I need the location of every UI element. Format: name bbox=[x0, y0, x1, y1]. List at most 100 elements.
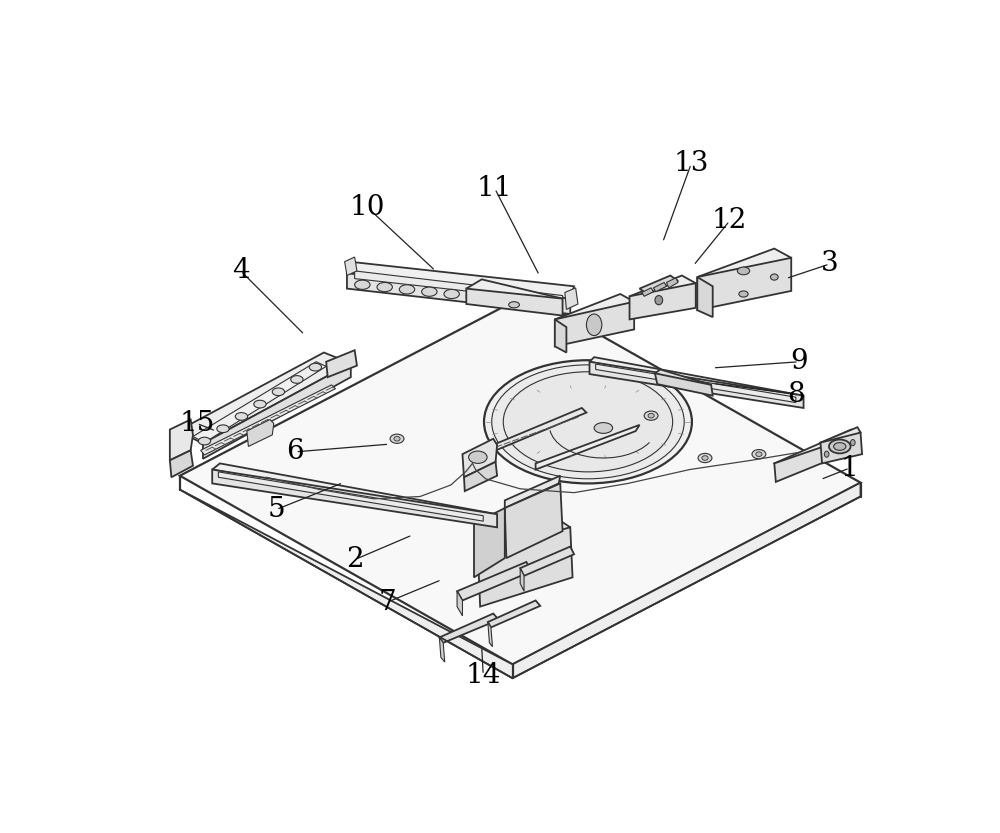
Polygon shape bbox=[201, 385, 335, 455]
Polygon shape bbox=[555, 294, 634, 327]
Polygon shape bbox=[180, 294, 861, 665]
Polygon shape bbox=[555, 302, 634, 347]
Polygon shape bbox=[697, 277, 713, 317]
Polygon shape bbox=[596, 364, 796, 402]
Polygon shape bbox=[655, 370, 711, 389]
Ellipse shape bbox=[509, 302, 519, 308]
Polygon shape bbox=[178, 352, 351, 443]
Text: 12: 12 bbox=[712, 207, 747, 234]
Polygon shape bbox=[505, 476, 560, 508]
Text: 8: 8 bbox=[787, 381, 805, 407]
Ellipse shape bbox=[655, 296, 663, 305]
Text: 1: 1 bbox=[841, 455, 859, 481]
Ellipse shape bbox=[466, 292, 482, 301]
Ellipse shape bbox=[235, 412, 248, 421]
Ellipse shape bbox=[390, 434, 404, 443]
Ellipse shape bbox=[217, 425, 229, 432]
Ellipse shape bbox=[399, 285, 415, 294]
Polygon shape bbox=[630, 276, 696, 304]
Polygon shape bbox=[478, 527, 573, 606]
Ellipse shape bbox=[198, 437, 211, 445]
Ellipse shape bbox=[698, 453, 712, 462]
Polygon shape bbox=[697, 257, 791, 310]
Polygon shape bbox=[193, 362, 326, 442]
Polygon shape bbox=[590, 362, 804, 408]
Ellipse shape bbox=[834, 442, 846, 451]
Polygon shape bbox=[474, 508, 505, 577]
Text: 5: 5 bbox=[267, 496, 285, 523]
Ellipse shape bbox=[851, 440, 855, 446]
Ellipse shape bbox=[739, 291, 748, 297]
Polygon shape bbox=[697, 248, 791, 287]
Polygon shape bbox=[655, 373, 713, 396]
Polygon shape bbox=[212, 470, 497, 527]
Polygon shape bbox=[565, 288, 578, 309]
Polygon shape bbox=[536, 425, 640, 470]
Ellipse shape bbox=[492, 365, 684, 479]
Polygon shape bbox=[821, 432, 862, 463]
Ellipse shape bbox=[829, 440, 851, 453]
Text: 13: 13 bbox=[673, 151, 709, 177]
Text: 9: 9 bbox=[790, 348, 808, 375]
Polygon shape bbox=[640, 276, 678, 294]
Polygon shape bbox=[774, 435, 859, 481]
Text: 15: 15 bbox=[179, 410, 214, 436]
Ellipse shape bbox=[702, 456, 708, 461]
Polygon shape bbox=[247, 420, 274, 446]
Polygon shape bbox=[170, 451, 193, 477]
Polygon shape bbox=[170, 420, 193, 461]
Polygon shape bbox=[439, 637, 445, 662]
Polygon shape bbox=[457, 562, 532, 601]
Text: 14: 14 bbox=[466, 661, 501, 689]
Polygon shape bbox=[653, 282, 666, 292]
Polygon shape bbox=[439, 614, 499, 643]
Ellipse shape bbox=[511, 297, 526, 306]
Polygon shape bbox=[555, 319, 566, 352]
Ellipse shape bbox=[394, 436, 400, 441]
Ellipse shape bbox=[770, 274, 778, 280]
Ellipse shape bbox=[254, 401, 266, 408]
Ellipse shape bbox=[752, 450, 766, 459]
Text: 4: 4 bbox=[232, 257, 250, 284]
Polygon shape bbox=[489, 408, 586, 451]
Ellipse shape bbox=[291, 376, 303, 383]
Polygon shape bbox=[203, 363, 351, 459]
Ellipse shape bbox=[644, 411, 658, 421]
Text: 6: 6 bbox=[287, 438, 304, 466]
Ellipse shape bbox=[484, 360, 692, 483]
Ellipse shape bbox=[355, 280, 370, 289]
Polygon shape bbox=[478, 520, 570, 562]
Polygon shape bbox=[774, 430, 857, 470]
Ellipse shape bbox=[469, 451, 487, 463]
Text: 11: 11 bbox=[477, 175, 513, 202]
Ellipse shape bbox=[586, 314, 602, 336]
Polygon shape bbox=[457, 591, 462, 616]
Polygon shape bbox=[345, 257, 357, 276]
Polygon shape bbox=[355, 271, 563, 302]
Polygon shape bbox=[462, 439, 497, 477]
Ellipse shape bbox=[272, 388, 285, 396]
Polygon shape bbox=[466, 279, 563, 308]
Ellipse shape bbox=[533, 298, 549, 308]
Ellipse shape bbox=[377, 282, 392, 292]
Text: 10: 10 bbox=[350, 194, 385, 222]
Ellipse shape bbox=[309, 363, 322, 371]
Ellipse shape bbox=[594, 422, 613, 433]
Text: 3: 3 bbox=[821, 251, 839, 277]
Polygon shape bbox=[488, 601, 540, 627]
Ellipse shape bbox=[422, 287, 437, 297]
Text: 7: 7 bbox=[379, 588, 397, 616]
Polygon shape bbox=[464, 461, 497, 491]
Text: 2: 2 bbox=[346, 546, 363, 573]
Polygon shape bbox=[326, 350, 357, 377]
Polygon shape bbox=[520, 546, 574, 576]
Polygon shape bbox=[642, 288, 653, 297]
Polygon shape bbox=[466, 288, 563, 316]
Polygon shape bbox=[488, 622, 492, 646]
Ellipse shape bbox=[824, 451, 829, 457]
Polygon shape bbox=[180, 482, 861, 678]
Polygon shape bbox=[347, 262, 574, 298]
Polygon shape bbox=[630, 283, 696, 319]
Ellipse shape bbox=[444, 289, 459, 298]
Polygon shape bbox=[212, 463, 497, 520]
